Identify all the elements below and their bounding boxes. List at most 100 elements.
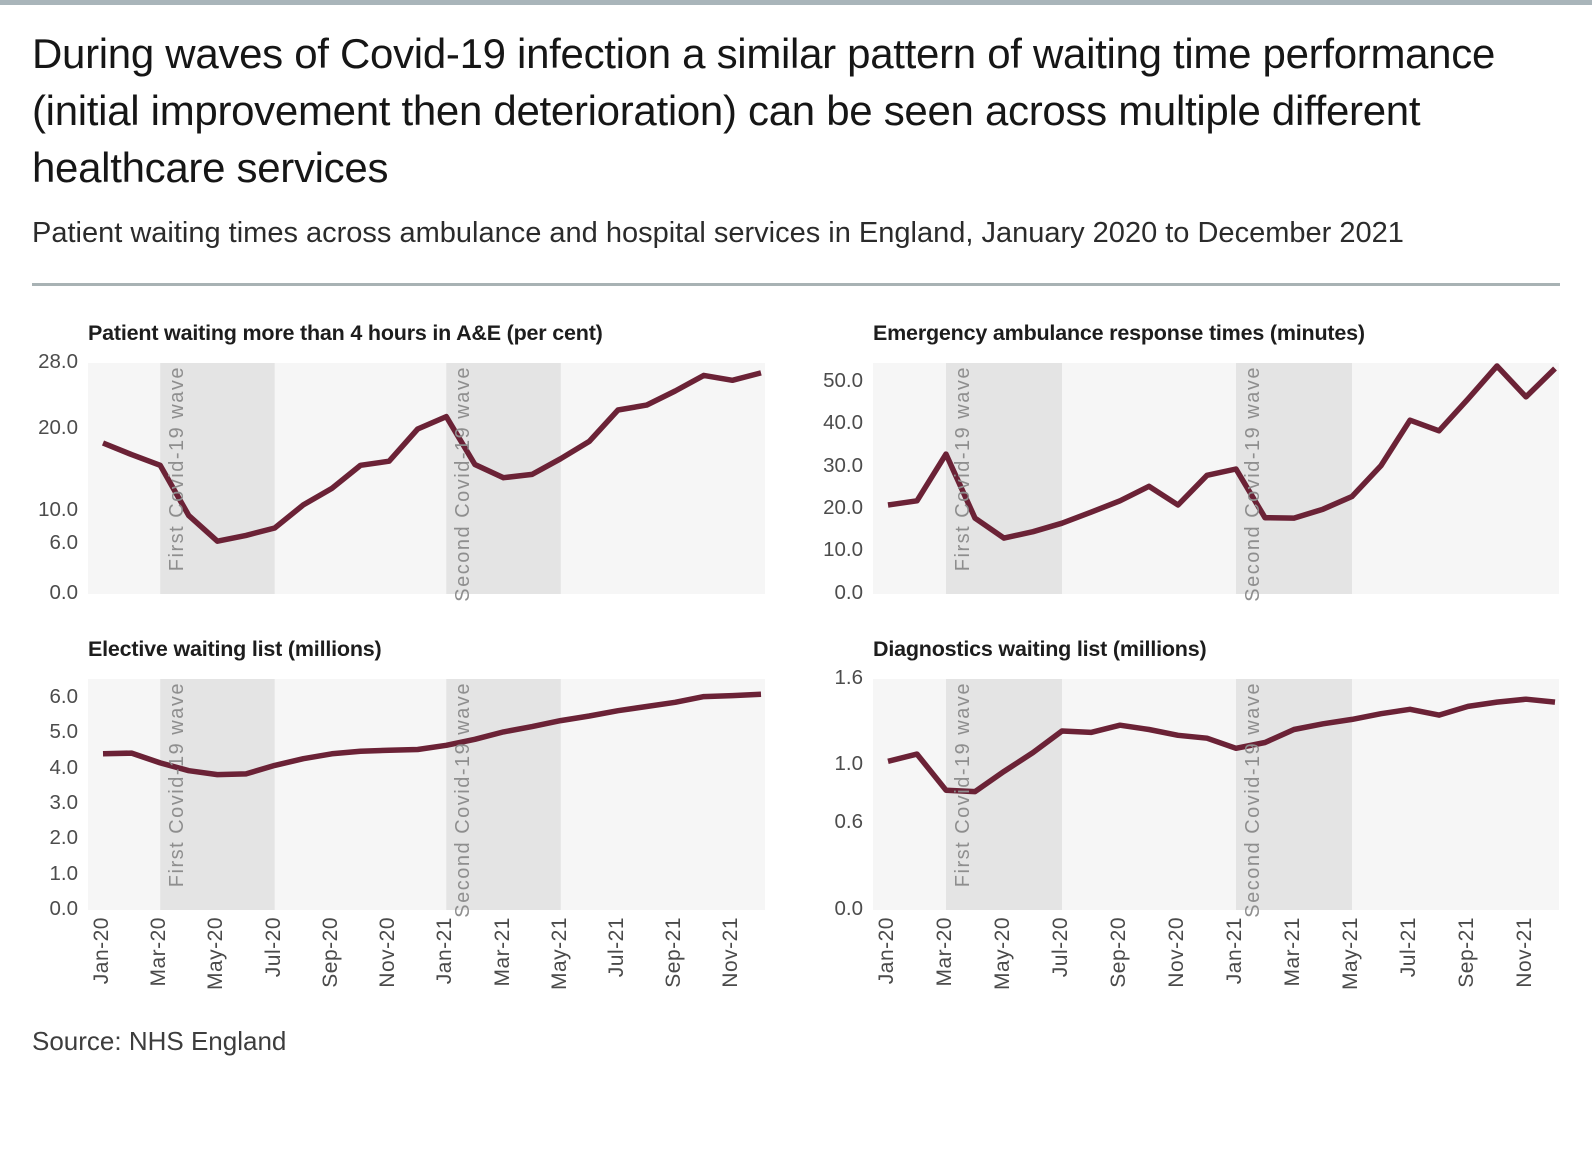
x-tick-label: May-21: [1339, 916, 1362, 990]
x-tick-label: Mar-20: [933, 916, 956, 987]
y-tick-label: 1.6: [834, 665, 864, 689]
line-chart-svg: [88, 678, 765, 910]
chart-diagnostics-waiting-list: Diagnostics waiting list (millions) 0.0 0…: [817, 624, 1559, 1012]
y-tick-label: 40.0: [823, 411, 863, 435]
chart-elective-waiting-list: Elective waiting list (millions) 0.0 1.0 2…: [32, 624, 765, 1012]
line-chart-svg: [88, 362, 765, 594]
x-tick-label: Sep-20: [1107, 916, 1130, 988]
covid-wave-band: [160, 362, 275, 594]
data-line: [887, 363, 1557, 541]
x-tick-label: May-21: [547, 916, 571, 990]
line-chart-svg: [873, 362, 1559, 594]
wave-band-label: First Covid-19 wave: [952, 681, 974, 888]
x-tick-label: May-20: [204, 916, 228, 990]
data-line: [101, 370, 762, 544]
charts-row-bottom: Elective waiting list (millions) 0.0 1.0 2…: [32, 624, 1560, 1012]
x-tick-label: Nov-21: [719, 916, 743, 988]
x-tick-label: Mar-21: [490, 916, 514, 987]
plot-row: 0.0 6.0 10.0 20.0 28.0 First Covid-19 wave Se…: [32, 350, 765, 604]
wave-band-label: Second Covid-19 wave: [452, 365, 475, 602]
y-tick-label: 50.0: [823, 368, 863, 392]
chart-ae-waits: Patient waiting more than 4 hours in A&E…: [32, 308, 765, 604]
y-axis-labels: 0.0 6.0 10.0 20.0 28.0: [32, 350, 88, 604]
plot-area: First Covid-19 wave Second Covid-19 wave: [88, 362, 765, 602]
chart-title: Emergency ambulance response times (minu…: [873, 320, 1365, 345]
y-axis-labels: 0.0 0.6 1.0 1.6: [817, 666, 873, 920]
x-axis-labels: Jan-20 Mar-20 May-20 Jul-20 Sep-20 Nov-20 Jan-…: [817, 910, 1559, 1012]
x-tick-label: Jul-21: [604, 916, 628, 978]
x-tick-label: Sep-21: [662, 916, 686, 988]
y-tick-label: 5.0: [49, 720, 79, 744]
page-content: During waves of Covid-19 infection a sim…: [0, 25, 1592, 1057]
x-tick-label: Sep-20: [318, 916, 342, 988]
covid-wave-band: [1236, 678, 1352, 910]
y-tick-label: 0.0: [834, 580, 864, 604]
x-tick-label: Sep-21: [1455, 916, 1478, 988]
covid-wave-band: [446, 678, 561, 910]
plot-area: First Covid-19 wave Second Covid-19 wave: [873, 678, 1559, 918]
plot-row: 0.0 0.6 1.0 1.6 First Covid-19 wave Second C…: [817, 666, 1559, 920]
y-tick-label: 20.0: [38, 415, 78, 439]
wave-band-label: First Covid-19 wave: [166, 365, 189, 572]
x-tick-label: Jan-21: [433, 916, 457, 985]
line-chart-svg: [873, 678, 1559, 910]
y-axis-labels: 0.0 10.0 20.0 30.0 40.0 50.0: [817, 363, 873, 604]
y-tick-label: 4.0: [49, 755, 79, 779]
y-tick-label: 2.0: [49, 826, 79, 850]
top-accent-bar: [0, 0, 1592, 5]
x-tick-label: Jan-20: [90, 916, 113, 985]
source-credit: Source: NHS England: [32, 1025, 287, 1056]
page-title: During waves of Covid-19 infection a sim…: [32, 30, 1496, 192]
x-tick-label: Jul-21: [1397, 916, 1420, 978]
x-tick-label: Jul-20: [1049, 916, 1072, 978]
wave-band-label: Second Covid-19 wave: [452, 681, 475, 918]
charts-row-top: Patient waiting more than 4 hours in A&E…: [32, 308, 1560, 604]
plot-area: First Covid-19 wave Second Covid-19 wave: [88, 678, 765, 918]
x-tick-label: Jan-20: [875, 916, 898, 985]
x-tick-label: Mar-21: [1281, 916, 1304, 987]
y-tick-label: 20.0: [823, 496, 863, 520]
data-line: [102, 691, 762, 778]
x-axis-labels: Jan-20 Mar-20 May-20 Jul-20 Sep-20 Nov-20 Jan-…: [32, 910, 765, 1012]
y-tick-label: 6.0: [49, 685, 79, 709]
wave-band-label: Second Covid-19 wave: [1242, 365, 1264, 602]
wave-band-label: First Covid-19 wave: [166, 681, 189, 888]
y-tick-label: 10.0: [823, 538, 863, 562]
covid-wave-band: [946, 362, 1062, 594]
chart-ambulance-response: Emergency ambulance response times (minu…: [817, 308, 1559, 604]
x-tick-label: Mar-20: [147, 916, 171, 987]
covid-wave-band: [160, 678, 275, 910]
x-tick-label: May-20: [991, 916, 1014, 990]
chart-title: Elective waiting list (millions): [88, 636, 382, 661]
plot-area: First Covid-19 wave Second Covid-19 wave: [873, 362, 1559, 602]
data-line: [887, 696, 1556, 795]
plot-row: 0.0 10.0 20.0 30.0 40.0 50.0 First Covid-19 w…: [817, 362, 1559, 604]
y-tick-label: 30.0: [823, 453, 863, 477]
y-tick-label: 3.0: [49, 791, 79, 815]
charts-grid: Patient waiting more than 4 hours in A&E…: [32, 308, 1560, 1012]
y-tick-label: 6.0: [49, 531, 79, 555]
x-tick-label: Nov-21: [1513, 916, 1536, 988]
divider-rule: [32, 282, 1560, 286]
y-tick-label: 1.0: [49, 861, 79, 885]
y-tick-label: 1.0: [834, 752, 864, 776]
wave-band-label: First Covid-19 wave: [952, 365, 974, 572]
x-tick-label: Nov-20: [1165, 916, 1188, 988]
chart-title: Diagnostics waiting list (millions): [873, 636, 1207, 661]
x-tick-label: Jan-21: [1223, 916, 1246, 985]
covid-wave-band: [946, 678, 1062, 910]
x-tick-label: Nov-20: [376, 916, 400, 988]
covid-wave-band: [1236, 362, 1352, 594]
y-tick-label: 0.6: [834, 810, 864, 834]
plot-row: 0.0 1.0 2.0 3.0 4.0 5.0 6.0 First Covid-19 wav…: [32, 678, 765, 920]
y-tick-label: 28.0: [38, 349, 78, 373]
chart-title: Patient waiting more than 4 hours in A&E…: [88, 320, 603, 345]
y-tick-label: 0.0: [49, 896, 79, 920]
y-tick-label: 0.0: [49, 580, 79, 604]
y-tick-label: 10.0: [38, 498, 78, 522]
wave-band-label: Second Covid-19 wave: [1242, 681, 1264, 918]
x-tick-label: Jul-20: [261, 916, 285, 978]
y-tick-label: 0.0: [834, 896, 864, 920]
y-axis-labels: 0.0 1.0 2.0 3.0 4.0 5.0 6.0: [32, 679, 88, 920]
page-subtitle: Patient waiting times across ambulance a…: [32, 217, 1404, 250]
